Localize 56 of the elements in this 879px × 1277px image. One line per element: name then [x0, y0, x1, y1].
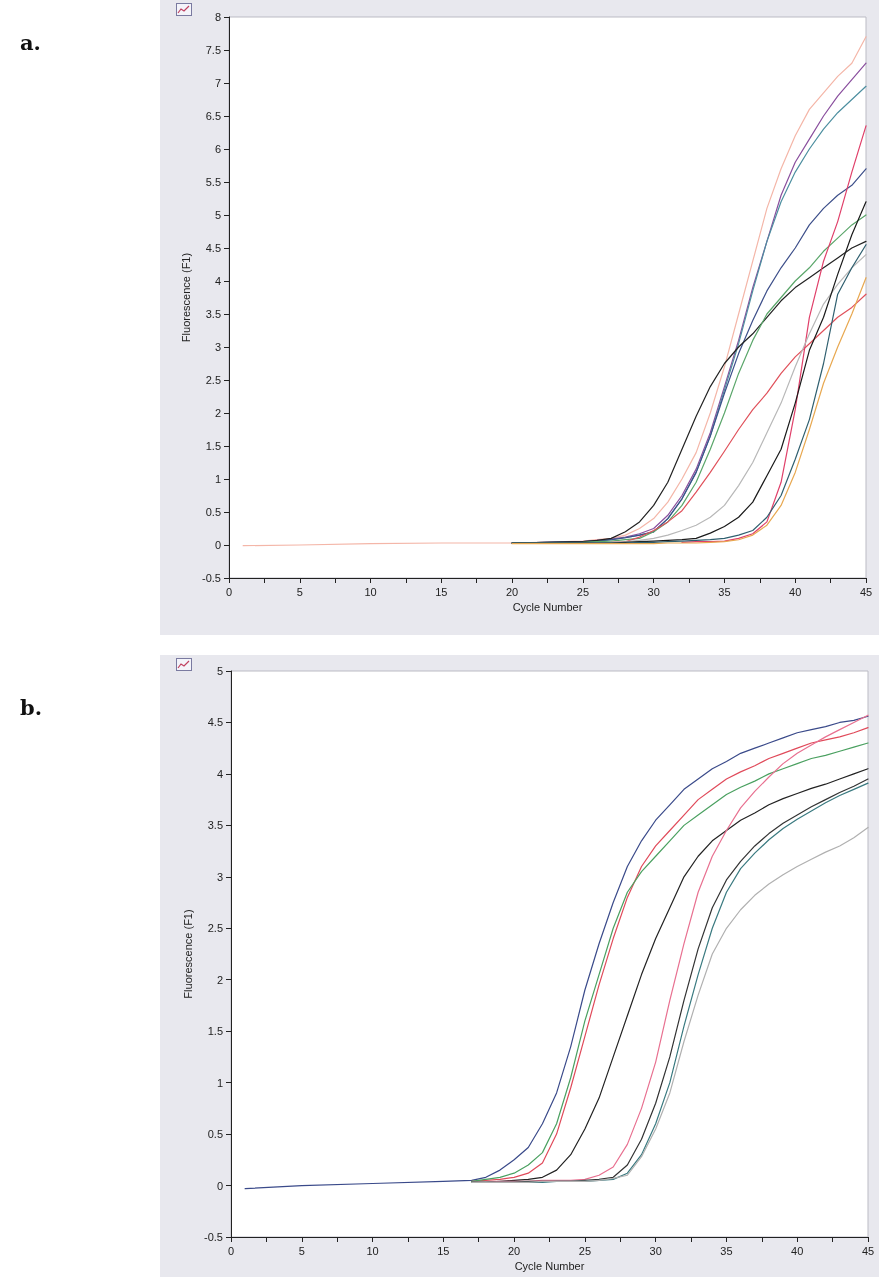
y-tick-label: 2 [214, 407, 221, 419]
x-tick-label: 30 [649, 1244, 662, 1257]
y-tick-label: 4.5 [207, 716, 223, 729]
y-axis-title: Fluorescence (F1) [181, 909, 194, 999]
x-tick-label: 15 [435, 585, 448, 598]
y-tick-label: -0.5 [204, 1231, 223, 1243]
y-tick-label: 2.5 [205, 374, 221, 386]
x-tick-label: 35 [720, 1244, 733, 1257]
x-tick-label: 40 [789, 585, 802, 598]
y-tick-label: 7.5 [205, 44, 221, 56]
y-tick-label: 3 [214, 341, 221, 353]
y-tick-label: 3.5 [205, 308, 221, 320]
y-tick-label: 6.5 [205, 110, 221, 122]
text: a. [20, 30, 41, 55]
x-tick-label: 45 [861, 1244, 875, 1257]
y-axis-title: Fluorescence (F1) [179, 252, 192, 343]
text: b. [20, 695, 42, 720]
y-tick-label: 1.5 [207, 1025, 223, 1038]
y-tick-label: 0.5 [205, 506, 221, 518]
y-tick-label: 7 [214, 77, 221, 89]
y-tick-label: 5 [214, 209, 221, 221]
y-tick-label: 0 [214, 539, 221, 551]
x-axis-title: Cycle Number [514, 1260, 585, 1273]
y-tick-label: 0.5 [207, 1128, 223, 1141]
y-tick-label: 5 [216, 665, 223, 677]
y-tick-label: 1 [214, 473, 221, 485]
y-tick-label: 4 [214, 275, 221, 287]
y-tick-label: 1 [216, 1076, 223, 1089]
y-tick-label: 2 [216, 973, 223, 986]
x-tick-label: 20 [507, 1244, 521, 1257]
y-tick-label: 6 [214, 143, 221, 155]
y-tick-label: 2.5 [207, 922, 223, 935]
y-tick-label: 4.5 [205, 242, 221, 254]
y-tick-label: -0.5 [202, 572, 221, 584]
y-tick-label: 3 [216, 870, 223, 883]
y-tick-label: 3.5 [207, 819, 223, 832]
x-tick-label: 10 [364, 585, 377, 598]
x-tick-label: 5 [296, 585, 303, 598]
x-tick-label: 0 [227, 1244, 235, 1257]
x-axis-title: Cycle Number [512, 601, 583, 614]
x-tick-label: 25 [576, 585, 590, 598]
x-tick-label: 20 [505, 585, 519, 598]
y-tick-label: 4 [216, 767, 223, 780]
x-tick-label: 25 [578, 1244, 592, 1257]
y-tick-label: 5.5 [205, 176, 221, 188]
y-tick-label: 1.5 [205, 440, 221, 452]
x-tick-label: 15 [437, 1244, 450, 1257]
x-tick-label: 30 [647, 585, 660, 598]
y-tick-label: 0 [216, 1179, 223, 1192]
x-tick-label: 35 [718, 585, 731, 598]
x-tick-label: 40 [791, 1244, 804, 1257]
x-tick-label: 10 [366, 1244, 379, 1257]
x-tick-label: 45 [859, 585, 873, 598]
x-tick-label: 0 [225, 585, 233, 598]
y-tick-label: 8 [214, 11, 221, 23]
x-tick-label: 5 [298, 1244, 305, 1257]
